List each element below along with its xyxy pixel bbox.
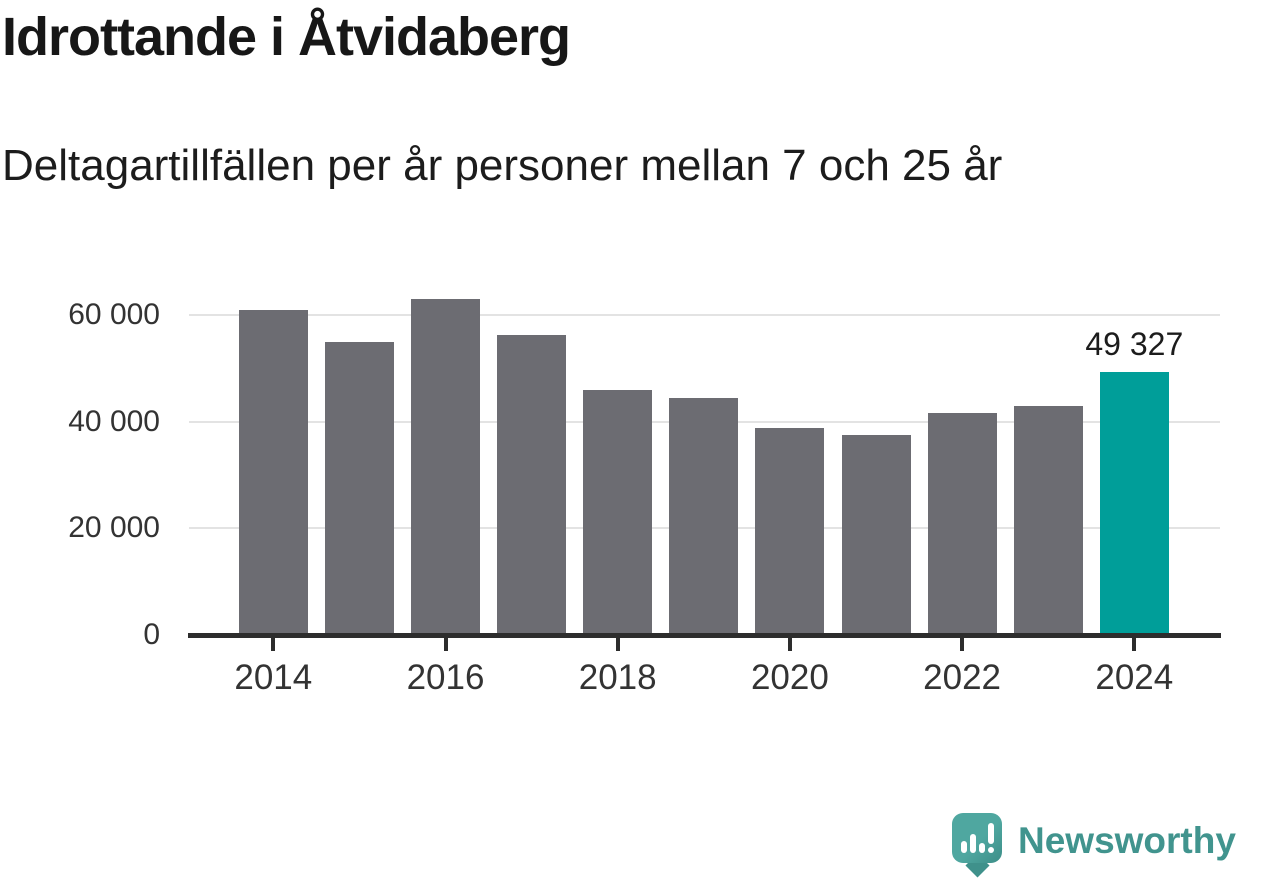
bar-2015 bbox=[324, 341, 394, 635]
bar-2016 bbox=[411, 299, 480, 635]
y-tick-label: 60 000 bbox=[68, 298, 160, 331]
logo-chart-bar bbox=[961, 841, 967, 853]
bar-2017 bbox=[497, 334, 567, 635]
bar-2018 bbox=[583, 390, 653, 635]
bar-2023 bbox=[1013, 405, 1083, 635]
logo-bubble bbox=[952, 813, 1002, 863]
newsworthy-logo: Newsworthy bbox=[952, 813, 1252, 878]
axis-baseline bbox=[188, 633, 1221, 638]
logo-exclamation-bar bbox=[988, 823, 994, 844]
bar-2020 bbox=[755, 428, 825, 635]
x-tick-mark bbox=[1132, 638, 1137, 651]
bar-2021 bbox=[841, 435, 911, 635]
y-tick-label: 20 000 bbox=[68, 511, 160, 545]
bar-2014 bbox=[238, 309, 308, 635]
brand-name: Newsworthy bbox=[1018, 820, 1236, 861]
x-tick-label: 2022 bbox=[923, 658, 1002, 697]
x-tick-mark bbox=[615, 638, 620, 651]
logo-chart-bar bbox=[970, 834, 976, 853]
bar-2024 bbox=[1099, 371, 1169, 635]
x-tick-mark bbox=[960, 638, 965, 651]
x-tick-mark bbox=[787, 638, 792, 651]
value-label: 49 327 bbox=[1085, 325, 1184, 362]
x-tick-label: 2018 bbox=[578, 658, 657, 697]
x-tick-mark bbox=[271, 638, 276, 651]
x-tick-label: 2024 bbox=[1095, 658, 1174, 697]
bar-2022 bbox=[927, 413, 997, 635]
x-tick-label: 2016 bbox=[406, 658, 485, 697]
y-tick-label: 40 000 bbox=[68, 404, 160, 438]
chart-subtitle: Deltagartillfällen per år personer mella… bbox=[2, 141, 1003, 190]
bar-2019 bbox=[669, 397, 739, 635]
logo-chart-bar bbox=[979, 843, 985, 853]
x-tick-label: 2020 bbox=[750, 658, 829, 697]
x-tick-mark bbox=[443, 638, 448, 651]
speech-bubble-bar-chart-icon bbox=[952, 813, 1002, 878]
x-tick-label: 2014 bbox=[234, 658, 313, 697]
gridline-60000 bbox=[189, 314, 1220, 316]
logo-exclamation-dot bbox=[988, 847, 994, 853]
y-tick-label: 0 bbox=[143, 618, 160, 651]
chart-title: Idrottande i Åtvidaberg bbox=[2, 7, 571, 67]
